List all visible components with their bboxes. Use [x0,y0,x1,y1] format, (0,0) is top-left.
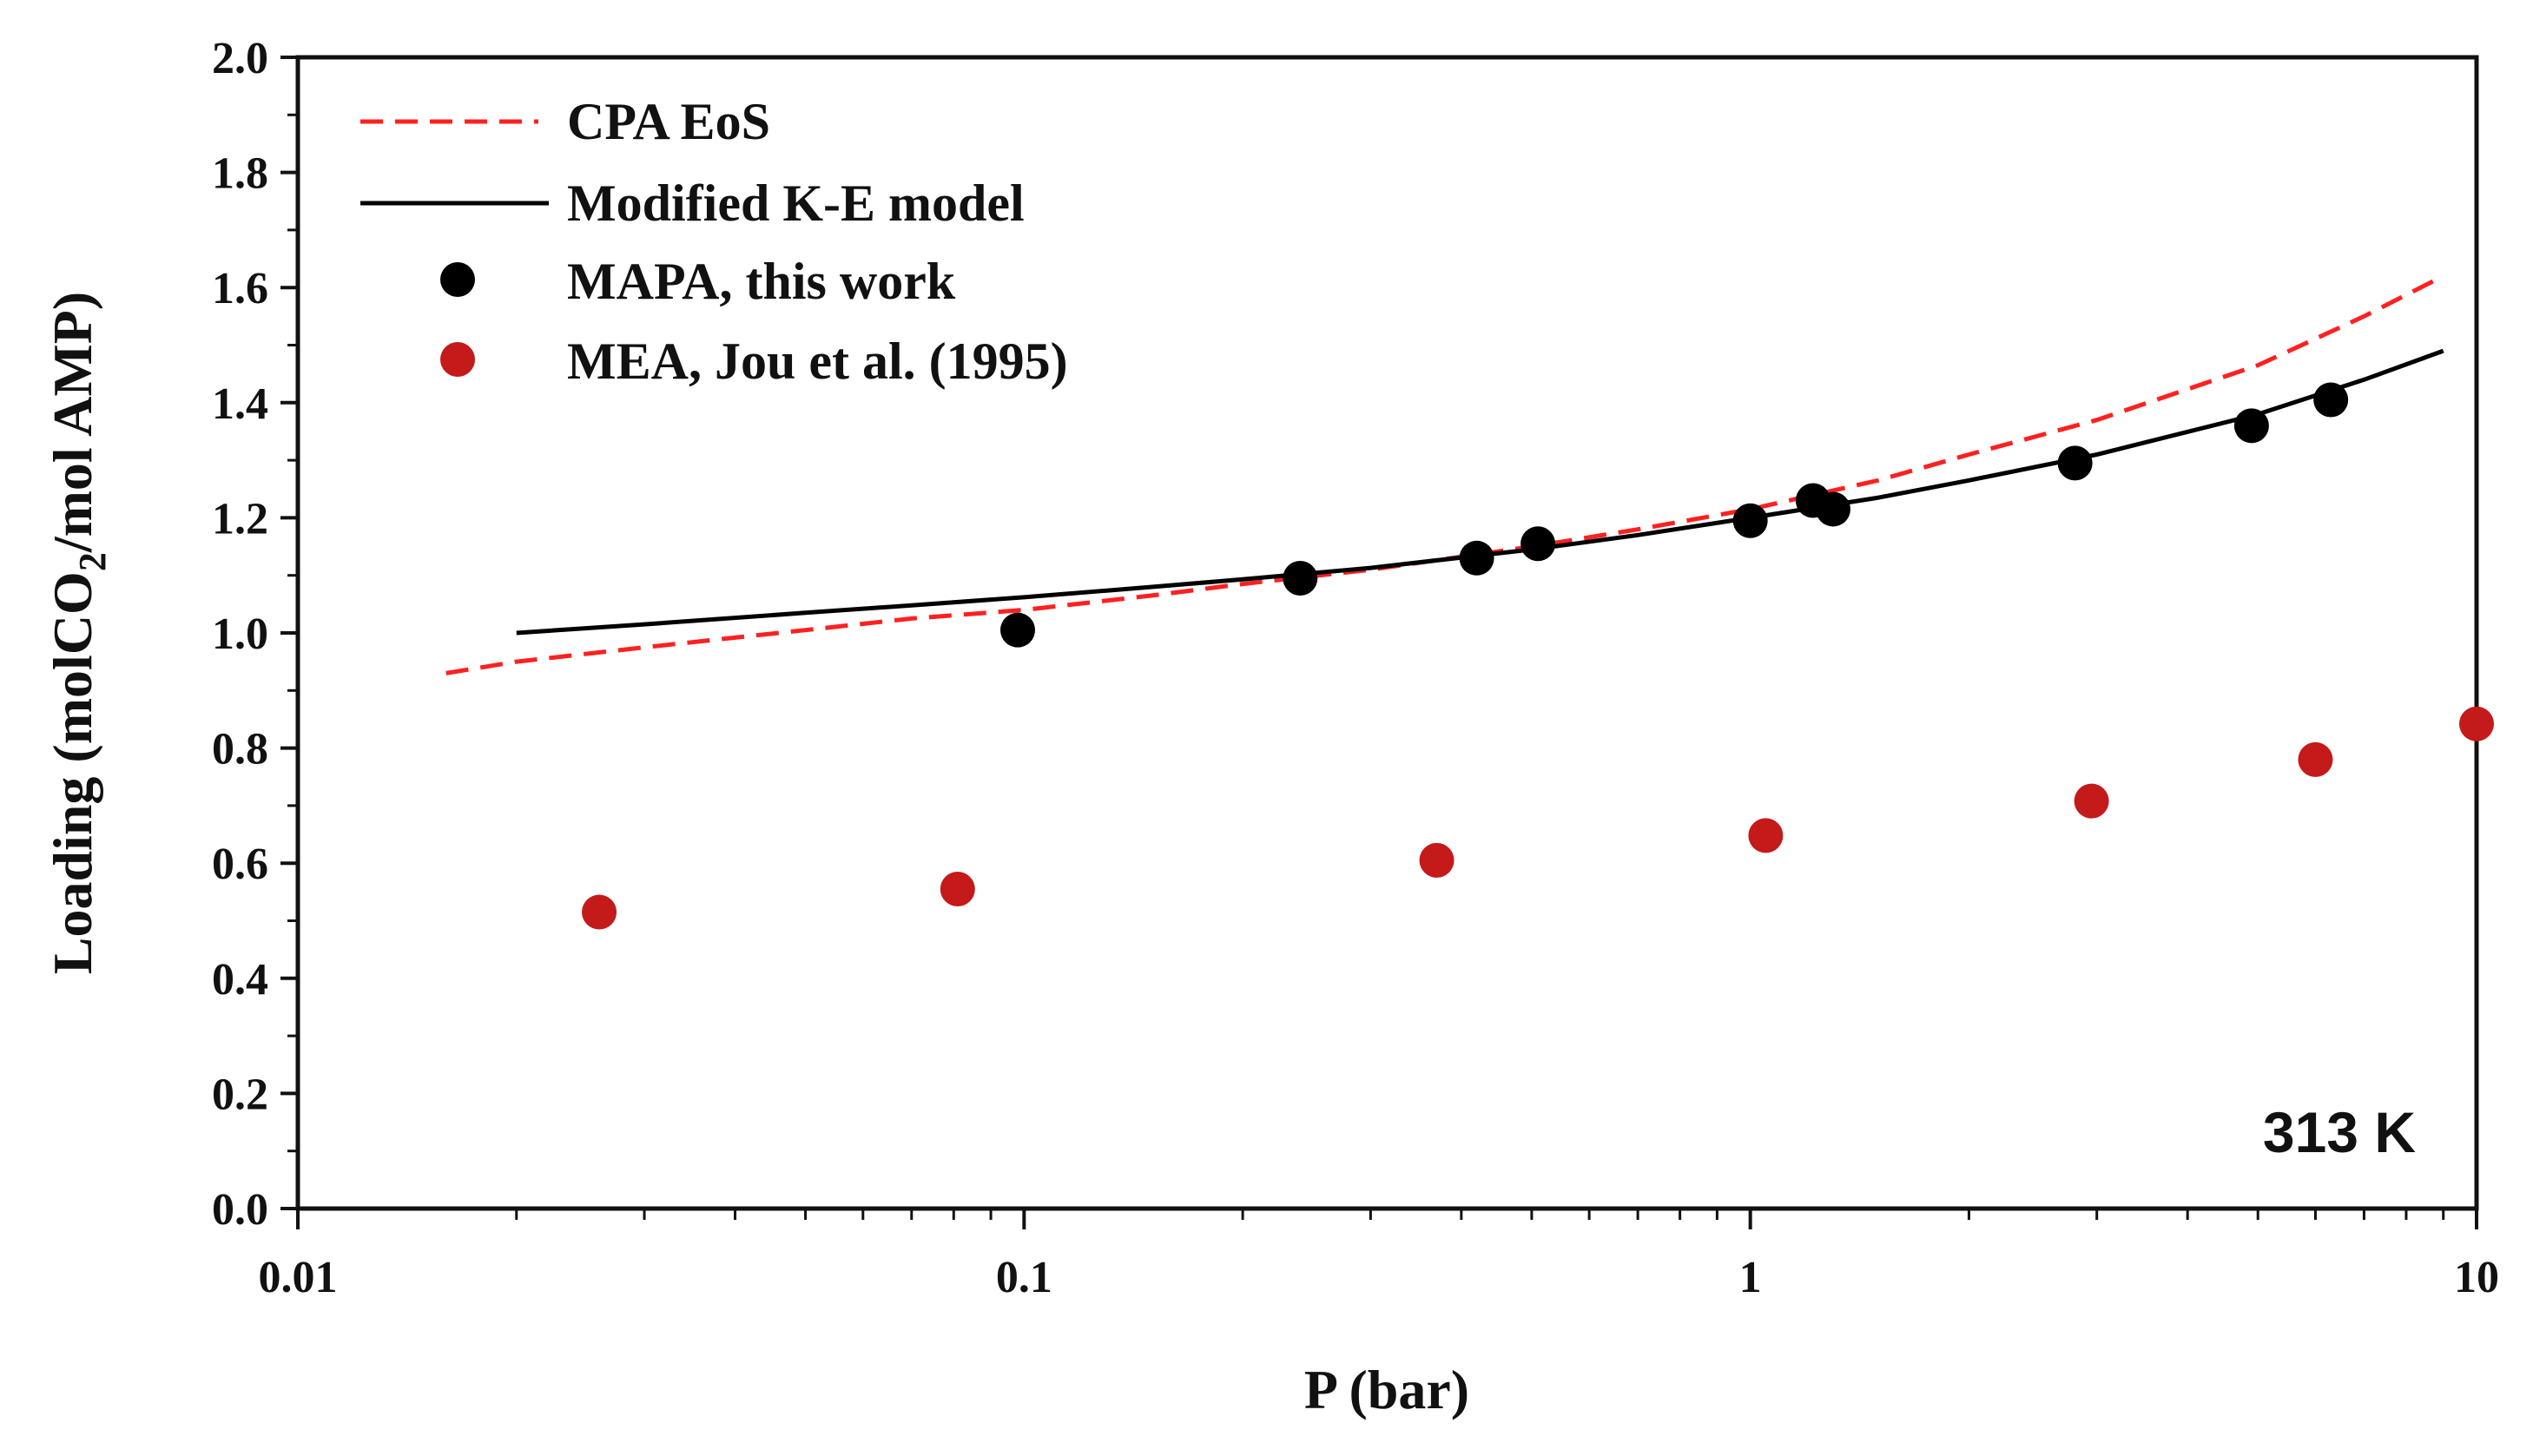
y-tick-label: 1.0 [212,609,268,659]
x-tick-label: 10 [2454,1253,2499,1302]
data-point-mapa-this-work [1732,503,1768,538]
series-points [582,382,2494,930]
data-point-mapa-this-work [1283,561,1318,596]
data-point-mapa-this-work [1815,491,1850,527]
data-point-mea-jou-et-al-1995 [1748,818,1784,853]
y-tick-labels: 0.0 0.2 0.4 0.6 0.8 1.0 1.2 1.4 1.6 1.8 2.0 [212,34,268,1235]
series-line-modified-k-e-model [516,348,2444,636]
x-tick-label: 0.01 [259,1253,338,1302]
data-point-mapa-this-work [2233,408,2269,444]
x-tick-label: 1 [1739,1253,1762,1302]
legend-label-cpa-eos: CPA EoS [567,93,770,150]
y-tick-label: 0.8 [212,725,268,774]
data-point-mea-jou-et-al-1995 [2298,741,2333,777]
y-tick-label: 0.2 [212,1070,268,1119]
axes-ticks [280,56,2478,1229]
y-axis-title-subscript: 2 [71,552,114,571]
legend-label-modified-ke: Modified K-E model [567,175,1025,232]
data-point-mea-jou-et-al-1995 [1419,842,1454,878]
y-axis-title: Loading (molCO2/mol AMP) [42,292,114,974]
x-axis-title: P (bar) [1304,1359,1469,1420]
legend-swatch-mapa [440,262,475,297]
data-point-mea-jou-et-al-1995 [940,872,975,907]
x-tick-labels: 0.01 0.1 1 10 [259,1253,2500,1302]
y-axis-title-part1: Loading (molCO [42,571,103,974]
y-axis-title-part2: /mol AMP) [42,292,103,553]
y-tick-label: 1.6 [212,264,268,313]
legend-label-mea: MEA, Jou et al. (1995) [567,333,1068,390]
y-tick-label: 0.4 [212,955,268,1005]
temperature-annotation: 313 K [2263,1100,2416,1164]
y-tick-label: 1.4 [212,379,268,429]
y-tick-label: 1.2 [212,494,268,544]
data-point-mea-jou-et-al-1995 [2074,783,2109,819]
data-point-mea-jou-et-al-1995 [2459,706,2494,741]
data-point-mapa-this-work [2057,445,2093,481]
legend-label-mapa: MAPA, this work [567,253,956,310]
data-point-mapa-this-work [1520,526,1556,562]
data-point-mapa-this-work [1459,540,1494,576]
x-tick-label: 0.1 [996,1253,1052,1302]
y-tick-label: 0.6 [212,840,268,889]
data-point-mapa-this-work [2313,382,2349,418]
y-tick-label: 0.0 [212,1185,268,1235]
data-point-mea-jou-et-al-1995 [582,894,617,930]
legend-swatch-mea [440,342,475,377]
y-tick-label: 2.0 [212,34,268,83]
data-point-mapa-this-work [999,612,1035,648]
y-tick-label: 1.8 [212,149,268,199]
legend: CPA EoS Modified K-E model MAPA, this wo… [360,93,1068,390]
